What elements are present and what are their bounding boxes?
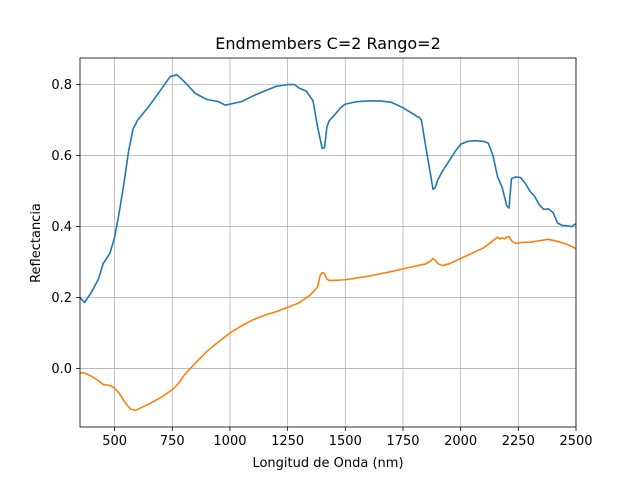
y-tick-label: 0.8 <box>51 78 72 93</box>
y-tick-label: 0.6 <box>51 149 72 164</box>
x-axis: 500 750 1000 1250 1500 1750 2000 2250 2500 <box>102 427 593 449</box>
series-layer <box>80 73 576 412</box>
x-tick-label: 750 <box>160 434 185 449</box>
x-axis-label: Longitud de Onda (nm) <box>252 456 403 471</box>
x-tick-label: 1750 <box>386 434 419 449</box>
chart-title: Endmembers C=2 Rango=2 <box>215 34 441 53</box>
y-tick-label: 0.2 <box>51 291 72 306</box>
x-tick-label: 2250 <box>502 434 535 449</box>
y-axis-label: Reflectancia <box>29 203 44 283</box>
x-tick-label: 2500 <box>559 434 592 449</box>
x-tick-label: 1250 <box>271 434 304 449</box>
series-2-line <box>80 235 576 412</box>
series-1-line <box>80 73 576 304</box>
y-axis: 0.0 0.2 0.4 0.6 0.8 <box>51 78 80 377</box>
x-tick-label: 1000 <box>213 434 246 449</box>
x-tick-label: 500 <box>102 434 127 449</box>
plot-frame <box>79 57 577 428</box>
x-tick-label: 1500 <box>329 434 362 449</box>
y-tick-label: 0.0 <box>51 362 72 377</box>
x-tick-label: 2000 <box>444 434 477 449</box>
y-tick-label: 0.4 <box>51 220 72 235</box>
